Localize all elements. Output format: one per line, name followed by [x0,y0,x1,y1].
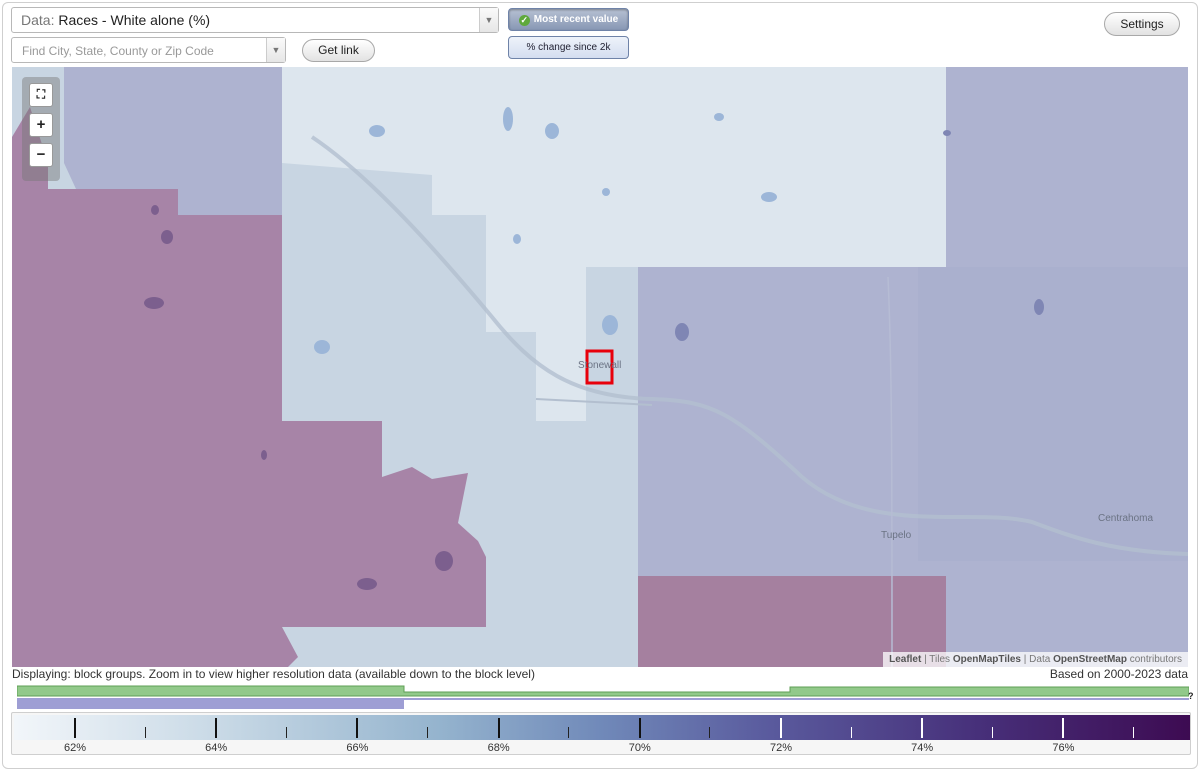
county-road [887,276,893,667]
legend-tick-major [1062,718,1065,738]
legend-tick-label: 76% [1052,742,1075,754]
place-label-tupelo: Tupelo [881,530,912,541]
most-recent-value-button[interactable]: ✓ Most recent value [508,8,629,31]
settings-button[interactable]: Settings [1104,12,1180,36]
map-layers [12,67,1188,667]
leaflet-link[interactable]: Leaflet [889,654,922,665]
region-mauve-southeast[interactable] [638,576,946,667]
timeline-coverage-purple [17,698,404,709]
legend-tick-minor [285,727,287,738]
data-range-note: Based on 2000-2023 data [1049,667,1188,681]
search-dropdown-icon[interactable]: ▼ [266,38,285,62]
zoom-controls: ⛶ + − [22,77,60,181]
data-select-prefix: Data: [21,12,55,28]
legend-tick-minor [850,727,852,738]
legend-tick-major [215,718,218,738]
attrib-sep-1: | Tiles [921,654,953,665]
place-label-centrahoma: Centrahoma [1098,513,1154,524]
legend-tick-label: 68% [487,742,510,754]
place-label-stonewall: Stonewall [578,360,622,371]
legend-tick-label: 70% [628,742,651,754]
region-mauve-west[interactable] [12,107,298,667]
zoom-out-button[interactable]: − [29,143,53,167]
legend-tick-major [780,718,782,738]
search-input[interactable] [20,39,269,63]
water-bodies-dark [675,130,1044,341]
percent-change-button[interactable]: % change since 2k [508,36,629,59]
most-recent-value-label: Most recent value [533,14,619,25]
timeline-coverage-green [17,685,1189,697]
legend-tick-label: 74% [911,742,934,754]
check-icon: ✓ [518,15,530,26]
region-mauve-south[interactable] [282,421,486,627]
legend-tick-major [74,718,76,738]
help-icon[interactable]: ? [1188,691,1194,701]
legend-tick-major [356,718,359,738]
timeline-coverage-line [404,698,1189,700]
legend-tick-minor [1133,727,1134,738]
openmaptiles-link[interactable]: OpenMapTiles [952,654,1021,665]
choropleth-map[interactable]: Stonewall Tupelo Centrahoma ⛶ + − Leafle… [12,67,1188,667]
legend-tick-minor [568,727,570,738]
water-bodies [314,107,777,354]
legend-tick-label: 72% [769,742,793,754]
legend-tick-major [497,718,500,738]
selected-area-marker[interactable] [585,349,614,385]
legend-tick-label: 66% [346,742,369,754]
legend-tick-minor [709,727,711,738]
region-light-north[interactable] [282,67,946,421]
legend-tick-major [921,718,924,738]
zoom-in-button[interactable]: + [29,113,53,137]
openstreetmap-link[interactable]: OpenStreetMap [1053,654,1127,665]
data-select-value: Races - White alone (%) [58,12,211,28]
location-search[interactable]: ▼ [11,37,286,63]
display-status: Displaying: block groups. Zoom in to vie… [12,667,535,681]
fullscreen-icon[interactable]: ⛶ [29,83,53,107]
legend-gradient [14,715,1190,740]
legend-tick-minor [144,727,146,738]
legend-tick-major [638,718,641,738]
region-periwinkle-northwest[interactable] [64,67,282,215]
coverage-timeline[interactable] [17,685,1189,711]
data-select[interactable]: Data: Races - White alone (%) ▼ [11,7,499,33]
highway-road [310,135,1188,556]
legend-tick-minor [991,727,993,738]
color-legend: 62% 64% 66% 68% 70% 72% 74% 76% [11,712,1191,755]
get-link-button[interactable]: Get link [302,39,375,62]
attrib-sep-2: | Data [1021,654,1054,665]
map-attribution: Leaflet | Tiles OpenMapTiles | Data Open… [883,652,1188,667]
legend-tick-label: 62% [63,742,87,754]
chevron-down-icon[interactable]: ▼ [479,8,498,32]
attrib-suffix: contributors [1126,654,1182,665]
legend-tick-minor [427,727,428,738]
local-road [535,398,653,406]
region-periwinkle-east-inner[interactable] [918,267,1188,561]
water-bodies-mauve [144,205,453,590]
legend-tick-label: 64% [205,742,228,754]
